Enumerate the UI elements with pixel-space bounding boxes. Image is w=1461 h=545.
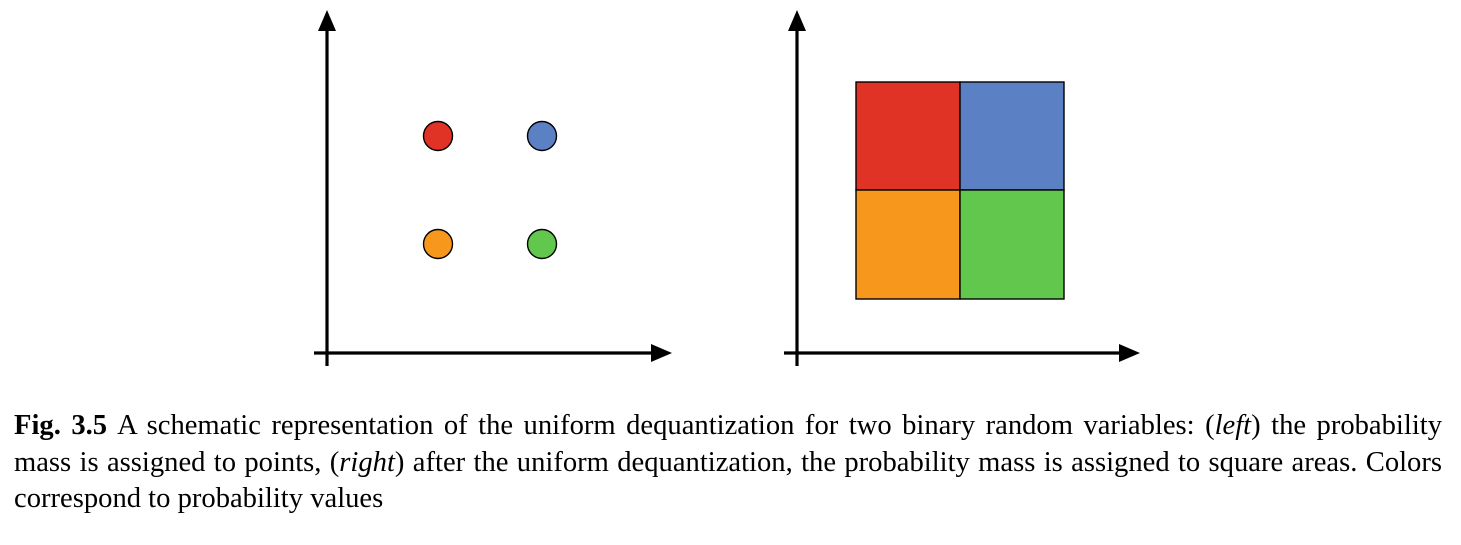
caption-right-term: right [339,446,395,478]
caption-text-2: ) the probability mass is assigned to po… [14,410,1442,478]
square-bottom-left [855,189,961,300]
point-bottom-left [422,228,454,260]
right-x-axis-arrowhead [1119,344,1140,362]
square-top-left [855,81,961,191]
caption-text-3: ) after the uniform dequantization, the … [14,446,1443,515]
figure-caption: Fig. 3.5 A schematic representation of th… [14,408,1442,518]
right-y-axis-arrowhead [788,10,806,31]
left-y-axis-arrowhead [318,10,336,31]
figure-label: Fig. 3.5 [14,410,108,441]
left-points [422,120,558,260]
right-axes [784,10,1140,366]
point-top-right [526,120,558,152]
point-bottom-right [526,228,558,260]
point-top-left [422,120,454,152]
square-bottom-right [959,189,1065,300]
square-top-right [959,81,1065,191]
figure [314,10,1140,366]
caption-left-term: left [1214,410,1252,441]
caption-text-1: A schematic representation of the unifor… [117,410,1215,441]
left-axes [314,10,672,366]
right-squares [855,81,1065,300]
left-x-axis-arrowhead [651,344,672,362]
